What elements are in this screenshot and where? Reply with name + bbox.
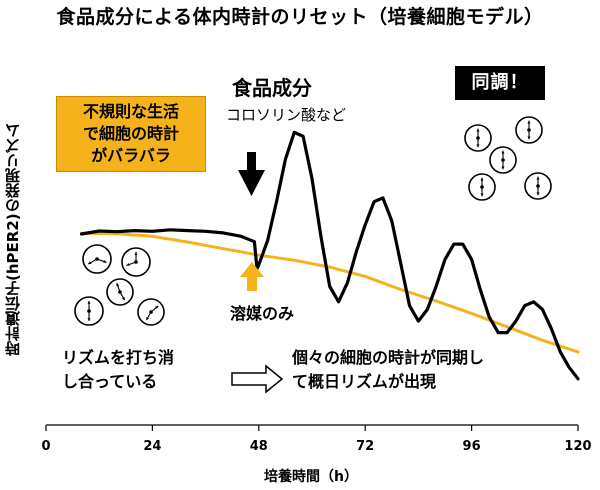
clock-hand-tip: [480, 193, 484, 197]
clock-hand-tip: [134, 251, 138, 255]
clock-hand-tip: [501, 166, 505, 170]
clock-hand-tip: [480, 177, 484, 181]
clock-center: [527, 128, 531, 132]
clock-hand-tip: [536, 192, 540, 196]
callout-line-1: 不規則な生活: [82, 102, 179, 121]
clock-hand-tip: [476, 144, 480, 148]
chart-title: 食品成分による体内時計のリセット（培養細胞モデル）: [56, 6, 544, 28]
clock-hand-tip: [155, 305, 159, 309]
food-arrow-shaft: [247, 152, 256, 170]
callout-line-3: がバラバラ: [91, 146, 171, 165]
x-tick-label-24: 24: [143, 439, 161, 454]
unsynced-cell-3: [106, 278, 134, 306]
clock-center: [501, 158, 505, 162]
sync-result-text: 個々の細胞の時計が同期し て概日リズムが出現: [292, 346, 484, 394]
clock-hand-tip: [527, 120, 531, 124]
clock-hand-tip: [87, 318, 91, 322]
clock-center: [95, 257, 99, 261]
food-component-label: 食品成分: [232, 76, 312, 100]
clock-hand-tip: [476, 128, 480, 132]
clock-center: [118, 290, 122, 294]
axes: 0 24 48 72 96 120: [41, 424, 592, 454]
sync-text-line-1: 個々の細胞の時計が同期し: [292, 348, 485, 367]
clock-hand-tip: [88, 261, 92, 265]
clock-hand-tip: [501, 150, 505, 154]
clock-hand-tip: [103, 260, 107, 263]
unsynced-cell-5: [137, 298, 165, 326]
unsynced-cell-4: [74, 296, 104, 326]
synced-cell-4: [468, 173, 496, 201]
cell-diagrams: [74, 116, 552, 394]
synced-cell-1: [464, 124, 492, 152]
irregular-life-callout: 不規則な生活 で細胞の時計 がバラバラ: [56, 96, 206, 172]
clock-hand-tip: [116, 283, 120, 287]
clock-hand-tip: [146, 316, 150, 321]
x-tick-label-96: 96: [463, 439, 481, 454]
clock-hand-tip: [121, 296, 125, 301]
clock-hand-tip: [536, 176, 540, 180]
clock-hand-tip: [87, 300, 91, 304]
synced-cell-5: [524, 172, 552, 200]
x-tick-label-120: 120: [564, 439, 591, 454]
cancel-text-line-2: し合っている: [62, 372, 158, 391]
unsynced-cell-2: [121, 247, 151, 277]
series-layer: [79, 130, 580, 381]
clock-hand-tip: [527, 136, 531, 140]
solvent-arrow-head: [240, 262, 264, 277]
clock-hand-tip: [126, 263, 130, 266]
series-line-food: [79, 130, 580, 381]
clock-center: [476, 136, 480, 140]
solvent-arrow-shaft: [247, 276, 257, 291]
clock-center: [87, 309, 91, 313]
clock-center: [536, 184, 540, 188]
sync-text-line-2: て概日リズムが出現: [292, 372, 437, 391]
x-axis-label: 培養時間（h）: [264, 469, 358, 485]
clock-center: [134, 260, 138, 264]
transition-arrow-icon: [231, 364, 284, 394]
cancel-out-text: リズムを打ち消 し合っている: [62, 346, 174, 394]
synced-cell-2: [515, 116, 543, 144]
food-arrow-head: [238, 170, 265, 196]
x-tick-label-48: 48: [250, 439, 268, 454]
x-tick-label-0: 0: [41, 439, 50, 454]
synced-cell-3: [489, 146, 517, 174]
sync-badge: 同調！: [455, 66, 545, 100]
clock-center: [480, 185, 484, 189]
callout-line-2: で細胞の時計: [82, 124, 179, 143]
solvent-only-label: 溶媒のみ: [230, 304, 295, 323]
food-component-examples: コロソリン酸など: [226, 106, 347, 124]
unsynced-cell-1: [82, 244, 112, 274]
clock-center: [149, 310, 153, 314]
cancel-text-line-1: リズムを打ち消: [62, 348, 175, 367]
x-tick-label-72: 72: [356, 439, 374, 454]
